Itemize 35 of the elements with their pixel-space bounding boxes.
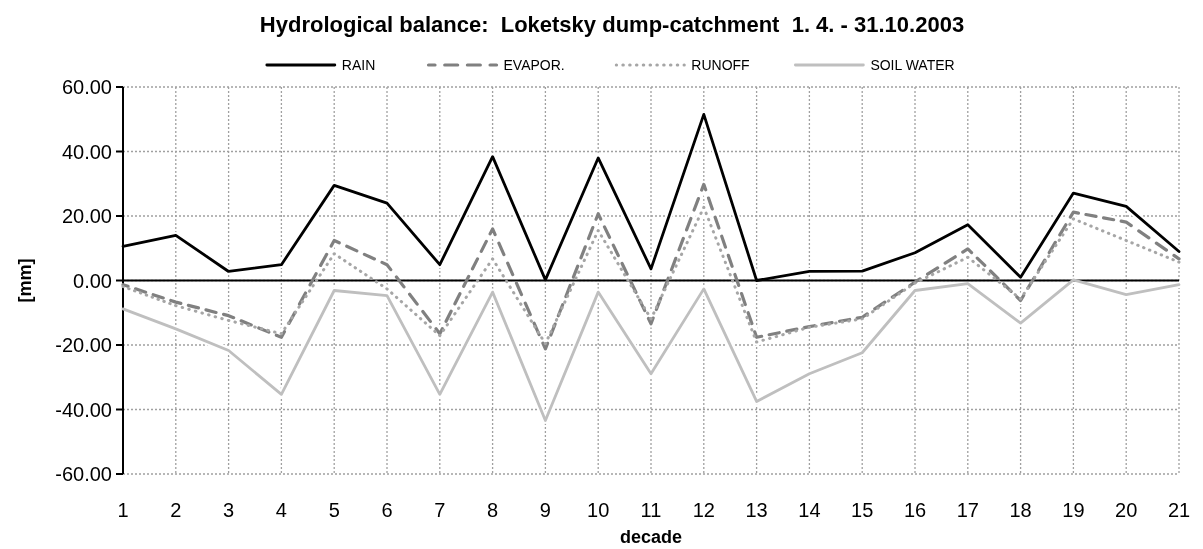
x-tick-label: 3 [223, 499, 235, 521]
x-tick-label: 11 [640, 499, 662, 521]
x-tick-label: 21 [1167, 499, 1191, 521]
y-tick-label: -60.00 [55, 463, 112, 485]
x-tick-label: 12 [692, 499, 715, 521]
y-tick-label: 60.00 [61, 76, 112, 98]
y-tick-label: -40.00 [55, 398, 112, 421]
x-tick-label: 14 [798, 499, 821, 521]
x-tick-label: 19 [1062, 499, 1085, 521]
x-axis-title: decade [619, 527, 683, 547]
chart-title: Hydrological balance: Loketsky dump-catchment 1. 4. - 31.10.2003 [259, 12, 965, 37]
x-tick-label: 5 [328, 499, 340, 521]
x-tick-label: 8 [487, 499, 499, 521]
x-tick-label: 20 [1115, 499, 1138, 521]
legend-label: RUNOFF [691, 56, 750, 73]
legend-label: EVAPOR. [503, 56, 565, 73]
x-tick-label: 4 [275, 499, 287, 521]
y-tick-label: 0.00 [73, 269, 112, 292]
x-tick-label: 16 [903, 499, 927, 521]
x-tick-label: 6 [381, 499, 393, 521]
x-tick-label: 1 [117, 499, 129, 521]
x-tick-label: 15 [851, 499, 874, 521]
x-tick-label: 2 [170, 499, 182, 521]
x-tick-label: 7 [434, 499, 446, 521]
y-tick-label: -20.00 [55, 334, 112, 356]
legend-label: SOIL WATER [870, 56, 955, 73]
y-tick-label: 40.00 [61, 140, 112, 163]
x-tick-label: 17 [956, 499, 979, 521]
legend-label: RAIN [341, 56, 376, 73]
y-tick-label: 20.00 [61, 205, 112, 227]
x-tick-label: 18 [1009, 499, 1032, 521]
x-tick-label: 13 [745, 499, 768, 521]
x-tick-label: 9 [539, 499, 551, 521]
y-axis-title: [mm] [15, 258, 35, 303]
x-tick-label: 10 [587, 499, 610, 521]
